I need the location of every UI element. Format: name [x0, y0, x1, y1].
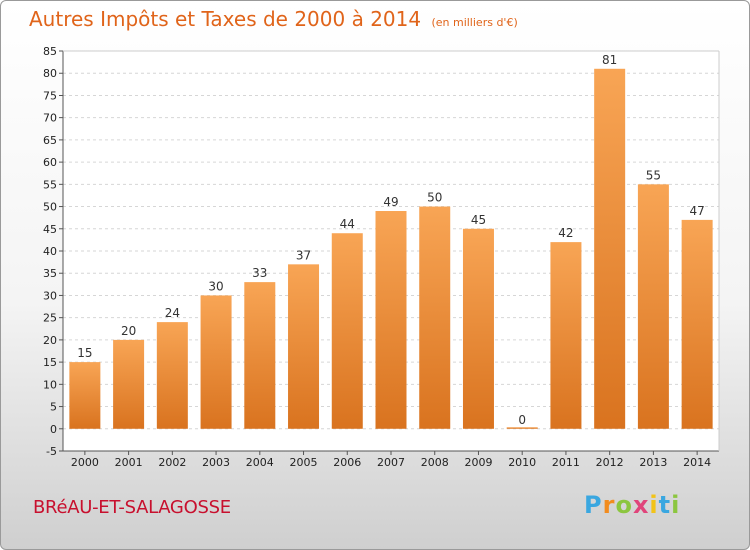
bar — [550, 242, 582, 429]
data-label: 47 — [689, 204, 704, 218]
commune-name: BRéAU-ET-SALAGOSSE — [33, 497, 231, 518]
data-label: 45 — [471, 213, 486, 227]
x-tick-label: 2006 — [333, 456, 361, 469]
logo-letter: P — [584, 491, 603, 519]
logo-letter: i — [671, 491, 681, 519]
data-label: 37 — [296, 248, 311, 262]
y-tick-label: 10 — [43, 378, 57, 391]
y-tick-label: 45 — [43, 223, 57, 236]
x-tick-label: 2010 — [508, 456, 536, 469]
x-tick-label: 2001 — [115, 456, 143, 469]
bar — [113, 339, 145, 429]
bar — [156, 322, 188, 429]
bar — [69, 362, 101, 429]
x-tick-label: 2003 — [202, 456, 230, 469]
x-tick-label: 2012 — [596, 456, 624, 469]
x-tick-label: 2004 — [246, 456, 274, 469]
logo-letter: o — [615, 491, 633, 519]
data-label: 49 — [383, 195, 398, 209]
logo-letter: i — [649, 491, 659, 519]
y-tick-label: 40 — [43, 245, 57, 258]
bar — [200, 295, 232, 429]
logo-letter: x — [632, 491, 650, 519]
y-tick-label: 85 — [43, 45, 57, 58]
y-tick-label: 70 — [43, 112, 57, 125]
logo-letter: t — [658, 491, 672, 519]
bar — [288, 264, 320, 429]
y-tick-label: 50 — [43, 201, 57, 214]
x-tick-label: 2013 — [639, 456, 667, 469]
chart-subtitle: (en milliers d'€) — [431, 16, 518, 29]
data-label: 30 — [208, 279, 223, 293]
bar — [419, 206, 451, 429]
title-text: Autres Impôts et Taxes de 2000 à 2014 — [29, 7, 422, 31]
bar — [594, 68, 626, 429]
y-tick-label: 35 — [43, 267, 57, 280]
bar — [331, 233, 363, 429]
x-tick-label: 2000 — [71, 456, 99, 469]
data-label: 15 — [77, 346, 92, 360]
y-tick-label: 60 — [43, 156, 57, 169]
y-tick-label: -5 — [46, 445, 57, 458]
y-tick-label: 0 — [50, 423, 57, 436]
bar — [506, 427, 538, 429]
x-tick-label: 2008 — [421, 456, 449, 469]
x-tick-label: 2014 — [683, 456, 711, 469]
y-tick-label: 75 — [43, 89, 57, 102]
data-label: 33 — [252, 266, 267, 280]
y-tick-label: 65 — [43, 134, 57, 147]
data-label: 44 — [340, 217, 355, 231]
data-label: 24 — [165, 306, 180, 320]
y-tick-label: 55 — [43, 178, 57, 191]
y-tick-label: 30 — [43, 289, 57, 302]
x-tick-label: 2005 — [290, 456, 318, 469]
bar — [244, 282, 276, 429]
data-label: 20 — [121, 324, 136, 338]
data-label: 50 — [427, 191, 442, 205]
bar — [637, 184, 669, 429]
x-tick-label: 2007 — [377, 456, 405, 469]
bar — [681, 219, 713, 429]
data-label: 42 — [558, 226, 573, 240]
data-label: 0 — [518, 413, 526, 427]
data-label: 55 — [646, 168, 661, 182]
bar — [375, 211, 407, 429]
y-tick-label: 5 — [50, 401, 57, 414]
y-tick-label: 25 — [43, 312, 57, 325]
data-label: 81 — [602, 53, 617, 67]
proxiti-logo: Proxiti — [584, 491, 680, 519]
logo-letter: r — [602, 491, 616, 519]
y-tick-label: 15 — [43, 356, 57, 369]
x-tick-label: 2009 — [464, 456, 492, 469]
y-tick-label: 20 — [43, 334, 57, 347]
bar — [462, 228, 494, 429]
chart-title: Autres Impôts et Taxes de 2000 à 2014 (e… — [29, 7, 518, 31]
x-tick-label: 2011 — [552, 456, 580, 469]
x-tick-label: 2002 — [158, 456, 186, 469]
y-tick-label: 80 — [43, 67, 57, 80]
